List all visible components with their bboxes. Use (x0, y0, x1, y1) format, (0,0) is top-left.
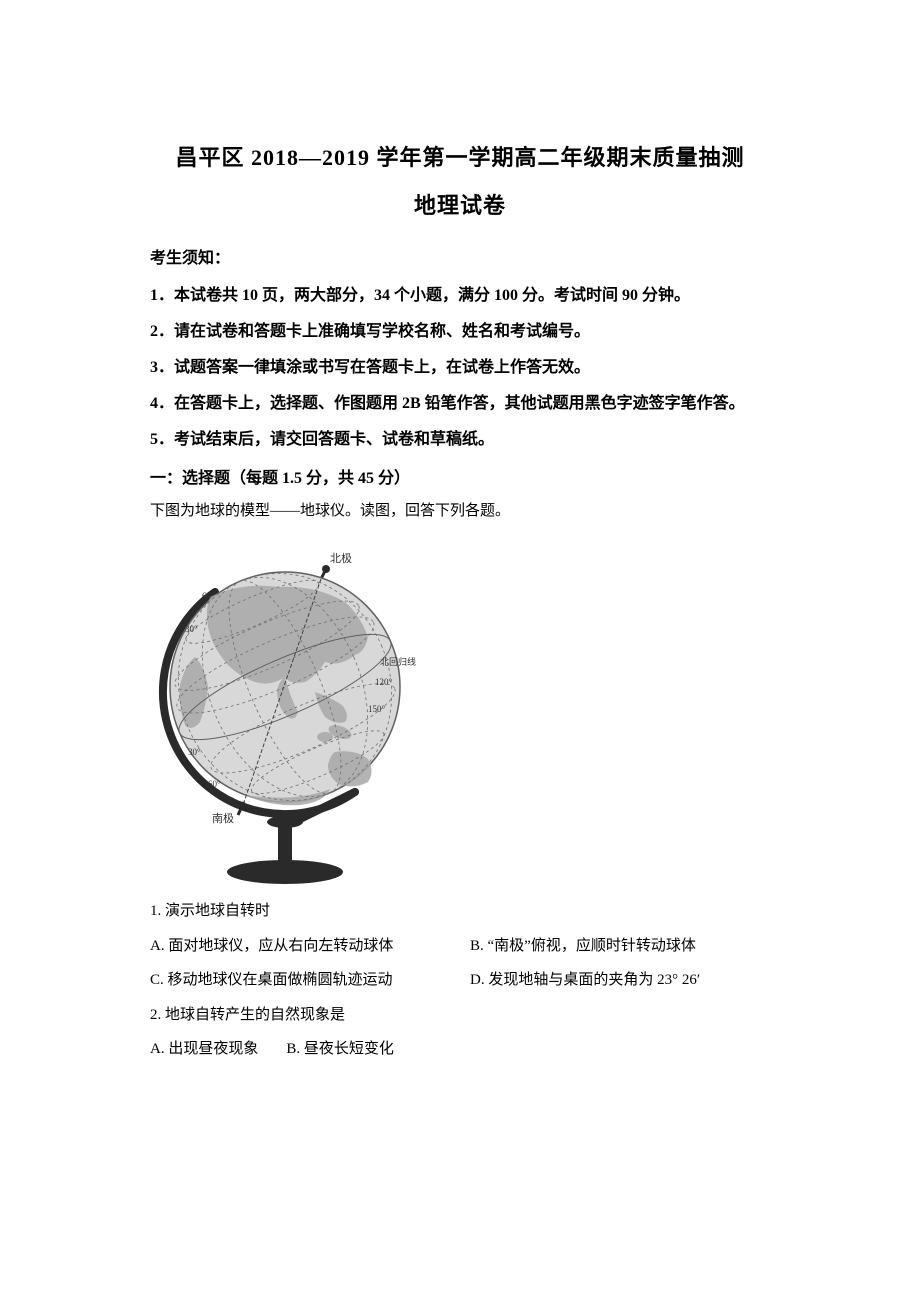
svg-text:60°: 60° (208, 779, 221, 789)
svg-text:30°: 30° (188, 747, 201, 757)
question-intro: 下图为地球的模型——地球仪。读图，回答下列各题。 (150, 498, 770, 525)
label-lon-150: 150° (368, 704, 386, 714)
question-number: 1. (150, 903, 161, 919)
exam-title: 昌平区 2018—2019 学年第一学期高二年级期末质量抽测 (150, 140, 770, 172)
instruction-item: 3．试题答案一律填涂或书写在答题卡上，在试卷上作答无效。 (150, 352, 770, 384)
globe-svg: 北极 南极 30° 60° 30° 60° 120° 150° 北回归线 (150, 537, 420, 887)
instruction-item: 5．考试结束后，请交回答题卡、试卷和草稿纸。 (150, 424, 770, 456)
question-1: 1. 演示地球自转时 (150, 897, 770, 926)
option-d: D. 发现地轴与桌面的夹角为 23° 26′ (470, 966, 770, 995)
label-lat-60: 60° (202, 591, 215, 601)
question-number: 2. (150, 1007, 161, 1023)
instructions-header: 考生须知： (150, 244, 770, 268)
options-row: C. 移动地球仪在桌面做椭圆轨迹运动 D. 发现地轴与桌面的夹角为 23° 26… (150, 966, 770, 995)
globe-figure: 北极 南极 30° 60° 30° 60° 120° 150° 北回归线 (150, 537, 770, 887)
option-a: A. 出现昼夜现象 (150, 1035, 258, 1064)
label-tropic: 北回归线 (380, 656, 416, 667)
exam-subtitle: 地理试卷 (150, 188, 770, 220)
instruction-item: 4．在答题卡上，选择题、作图题用 2B 铅笔作答，其他试题用黑色字迹签字笔作答。 (150, 388, 770, 420)
label-north-pole: 北极 (330, 551, 352, 565)
option-b: B. 昼夜长短变化 (286, 1035, 394, 1064)
option-c: C. 移动地球仪在桌面做椭圆轨迹运动 (150, 966, 450, 995)
options-row: A. 面对地球仪，应从右向左转动球体 B. “南极”俯视，应顺时针转动球体 (150, 932, 770, 961)
option-b: B. “南极”俯视，应顺时针转动球体 (470, 932, 770, 961)
option-a: A. 面对地球仪，应从右向左转动球体 (150, 932, 450, 961)
label-lon-120: 120° (375, 677, 393, 687)
instruction-item: 2．请在试卷和答题卡上准确填写学校名称、姓名和考试编号。 (150, 316, 770, 348)
question-stem: 演示地球自转时 (165, 903, 270, 919)
section-header: 一：选择题（每题 1.5 分，共 45 分） (150, 464, 770, 488)
label-lat-30: 30° (185, 624, 198, 634)
question-2: 2. 地球自转产生的自然现象是 (150, 1001, 770, 1030)
options-row: A. 出现昼夜现象 B. 昼夜长短变化 (150, 1035, 770, 1064)
question-stem: 地球自转产生的自然现象是 (165, 1007, 345, 1023)
label-south-pole: 南极 (212, 811, 234, 825)
instruction-item: 1．本试卷共 10 页，两大部分，34 个小题，满分 100 分。考试时间 90… (150, 280, 770, 312)
